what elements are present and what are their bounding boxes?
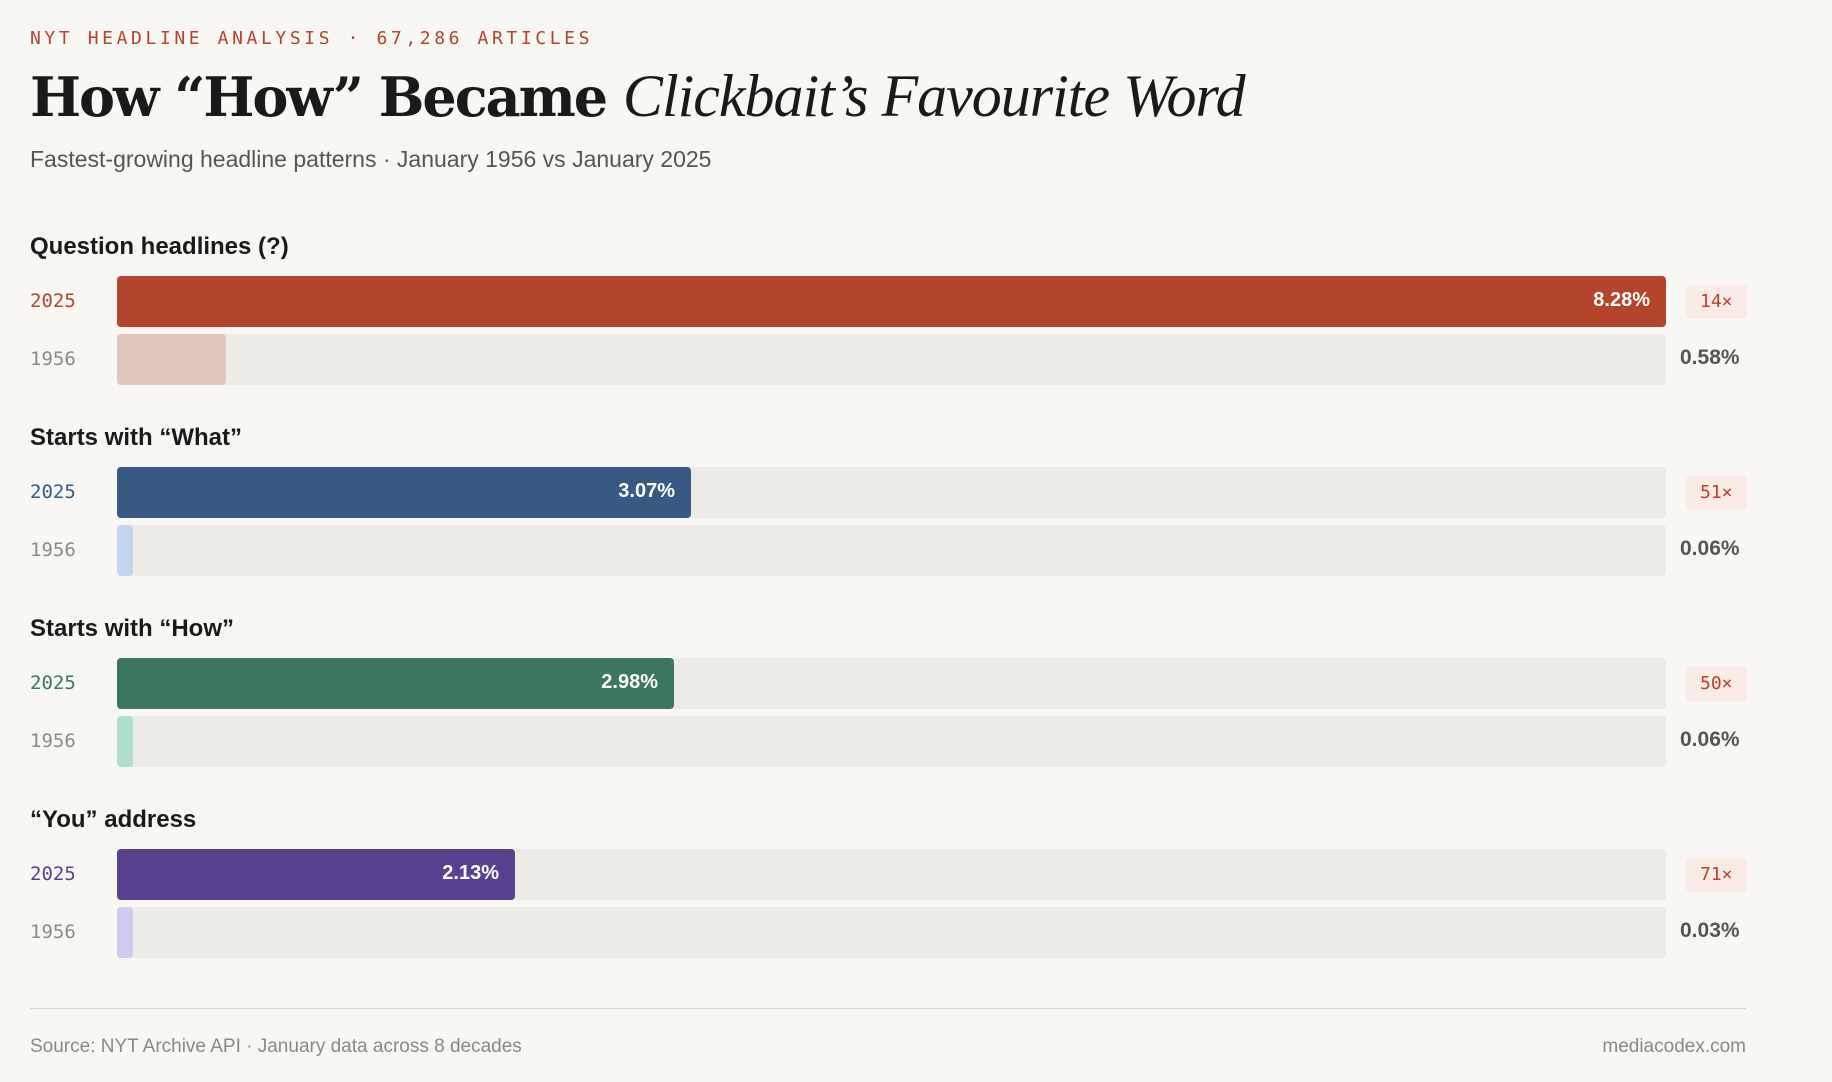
bar-row-1956: 1956 0.06% <box>30 716 1746 767</box>
bar-row-1956: 1956 0.03% <box>30 907 1746 958</box>
multiplier-badge: 51× <box>1686 476 1747 510</box>
year-label: 1956 <box>30 730 76 752</box>
bar[interactable] <box>117 334 226 385</box>
bar-group: Starts with “What” 2025 3.07% 51× 1956 0.06% <box>30 424 1747 584</box>
data-label: 0.58% <box>1680 346 1740 369</box>
year-label: 2025 <box>30 481 76 503</box>
year-label: 2025 <box>30 863 76 885</box>
bar-track <box>117 525 1666 576</box>
bar-group: Question headlines (?) 2025 8.28% 14× 1956 0.… <box>30 233 1747 393</box>
subtitle: Fastest-growing headline patterns · Janu… <box>30 146 712 172</box>
data-label: 8.28% <box>1593 289 1650 311</box>
year-label: 1956 <box>30 539 76 561</box>
bar[interactable]: 3.07% <box>117 467 691 518</box>
bar-track: 2.98% <box>117 658 1666 709</box>
data-label: 0.06% <box>1680 728 1740 751</box>
year-label: 1956 <box>30 348 76 370</box>
bar-group: Starts with “How” 2025 2.98% 50× 1956 0.06% <box>30 615 1747 775</box>
data-label: 2.98% <box>601 671 658 693</box>
bar-row-2025: 2025 8.28% 14× <box>30 276 1747 327</box>
category-label: “You” address <box>30 806 197 833</box>
source-note: Source: NYT Archive API · January data a… <box>30 1036 522 1057</box>
bar-track: 3.07% <box>117 467 1666 518</box>
year-label: 2025 <box>30 672 76 694</box>
year-label: 2025 <box>30 290 76 312</box>
data-label: 3.07% <box>618 480 675 502</box>
bar-group: “You” address 2025 2.13% 71× 1956 0.03% <box>30 806 1747 966</box>
bar[interactable]: 2.98% <box>117 658 674 709</box>
category-label: Starts with “What” <box>30 424 243 451</box>
multiplier-badge: 50× <box>1686 667 1747 701</box>
bar[interactable]: 2.13% <box>117 849 515 900</box>
bar-track: 2.13% <box>117 849 1666 900</box>
bar-track: 8.28% <box>117 276 1666 327</box>
category-label: Starts with “How” <box>30 615 235 642</box>
footer-divider <box>30 1008 1746 1009</box>
bar-track <box>117 907 1666 958</box>
title-italic: Clickbait’s Favourite Word <box>622 63 1246 129</box>
bar-row-2025: 2025 2.98% 50× <box>30 658 1747 709</box>
year-label: 1956 <box>30 921 76 943</box>
title-main: How “How” Became <box>30 65 608 129</box>
bar[interactable] <box>117 525 133 576</box>
page-title: How “How” Became Clickbait’s Favourite W… <box>30 62 1246 131</box>
multiplier-badge: 71× <box>1686 858 1747 892</box>
eyebrow: NYT HEADLINE ANALYSIS · 67,286 ARTICLES <box>30 28 594 49</box>
data-label: 0.06% <box>1680 537 1740 560</box>
bar-track <box>117 716 1666 767</box>
data-label: 2.13% <box>442 862 499 884</box>
credit: mediacodex.com <box>1602 1036 1746 1057</box>
bar-row-2025: 2025 3.07% 51× <box>30 467 1747 518</box>
category-label: Question headlines (?) <box>30 233 289 260</box>
bar-track <box>117 334 1666 385</box>
bar[interactable] <box>117 907 133 958</box>
bar-row-1956: 1956 0.06% <box>30 525 1746 576</box>
bar-row-1956: 1956 0.58% <box>30 334 1746 385</box>
bar[interactable] <box>117 716 133 767</box>
bar[interactable]: 8.28% <box>117 276 1666 327</box>
multiplier-badge: 14× <box>1686 285 1747 319</box>
bar-row-2025: 2025 2.13% 71× <box>30 849 1747 900</box>
data-label: 0.03% <box>1680 919 1740 942</box>
